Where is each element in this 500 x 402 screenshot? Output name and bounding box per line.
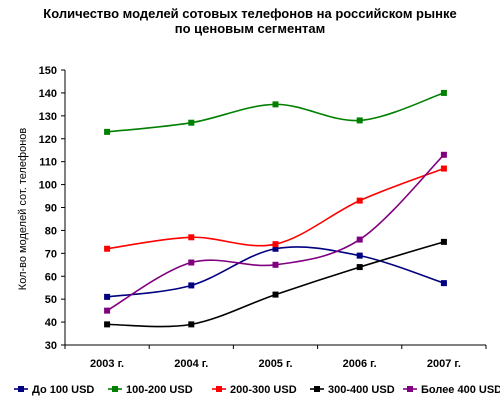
data-point: [188, 259, 195, 266]
x-tick-label: 2004 г.: [174, 358, 208, 370]
series-line: [106, 154, 445, 312]
y-tick-label: 100: [39, 180, 57, 192]
data-point: [440, 89, 447, 96]
y-tick-label: 110: [39, 157, 57, 169]
y-tick-label: 130: [39, 111, 57, 123]
data-point: [104, 307, 111, 314]
series-line: [106, 167, 445, 250]
y-tick-label: 50: [45, 294, 57, 306]
y-tick-label: 70: [45, 248, 57, 260]
y-tick-label: 60: [45, 271, 57, 283]
legend-marker: [314, 386, 320, 392]
series-group: [104, 89, 447, 328]
data-point: [440, 280, 447, 287]
series-line: [107, 241, 445, 328]
legend-label: 200-300 USD: [230, 384, 297, 396]
data-point: [188, 119, 195, 126]
y-tick-label: 150: [39, 65, 57, 77]
data-point: [272, 261, 279, 268]
y-tick-label: 30: [45, 340, 57, 352]
x-tick-labels: 2003 г. 2004 г. 2005 г. 2006 г. 2007 г.: [90, 358, 461, 370]
series-line: [107, 92, 445, 133]
data-point: [188, 234, 195, 241]
y-tick-label: 40: [45, 317, 57, 329]
y-axis-label: Кол-во моделей сот. телефонов: [17, 128, 29, 291]
x-tick-label: 2003 г.: [90, 358, 124, 370]
data-point: [272, 291, 279, 298]
data-point: [356, 264, 363, 271]
data-point: [356, 197, 363, 204]
data-point: [356, 117, 363, 124]
data-point: [356, 252, 363, 259]
y-tick-labels: 30 40 50 60 70 80 90 100 110 120 130 140 150: [39, 65, 57, 352]
x-tick-label: 2005 г.: [258, 358, 292, 370]
chart-title: Количество моделей сотовых телефонов на …: [43, 6, 457, 21]
data-point: [104, 293, 111, 300]
data-point: [356, 236, 363, 243]
legend-marker: [18, 386, 24, 392]
data-point: [104, 321, 111, 328]
data-point: [440, 238, 447, 245]
data-point: [104, 245, 111, 252]
legend: До 100 USD 100-200 USD 200-300 USD 300-400 …: [14, 384, 500, 396]
y-tick-label: 140: [39, 88, 57, 100]
legend-label: 300-400 USD: [328, 384, 395, 396]
data-point: [272, 241, 279, 248]
y-tick-label: 90: [45, 203, 57, 215]
data-point: [272, 245, 279, 252]
legend-label: 100-200 USD: [126, 384, 193, 396]
y-tick-label: 80: [45, 225, 57, 237]
x-tick-label: 2006 г.: [343, 358, 377, 370]
data-point: [272, 101, 279, 108]
legend-label: Более 400 USD: [421, 384, 500, 396]
data-point: [440, 165, 447, 172]
y-tick-label: 120: [39, 134, 57, 146]
data-point: [104, 128, 111, 135]
legend-marker: [407, 386, 413, 392]
chart-subtitle: по ценовым сегментам: [174, 21, 326, 36]
legend-marker: [216, 386, 222, 392]
data-point: [188, 321, 195, 328]
legend-marker: [112, 386, 118, 392]
data-point: [188, 282, 195, 289]
legend-label: До 100 USD: [32, 384, 94, 396]
x-tick-label: 2007 г.: [427, 358, 461, 370]
data-point: [440, 151, 447, 158]
axes: [61, 69, 487, 349]
series-line: [106, 246, 445, 298]
chart-title-block: Количество моделей сотовых телефонов на …: [0, 6, 500, 36]
